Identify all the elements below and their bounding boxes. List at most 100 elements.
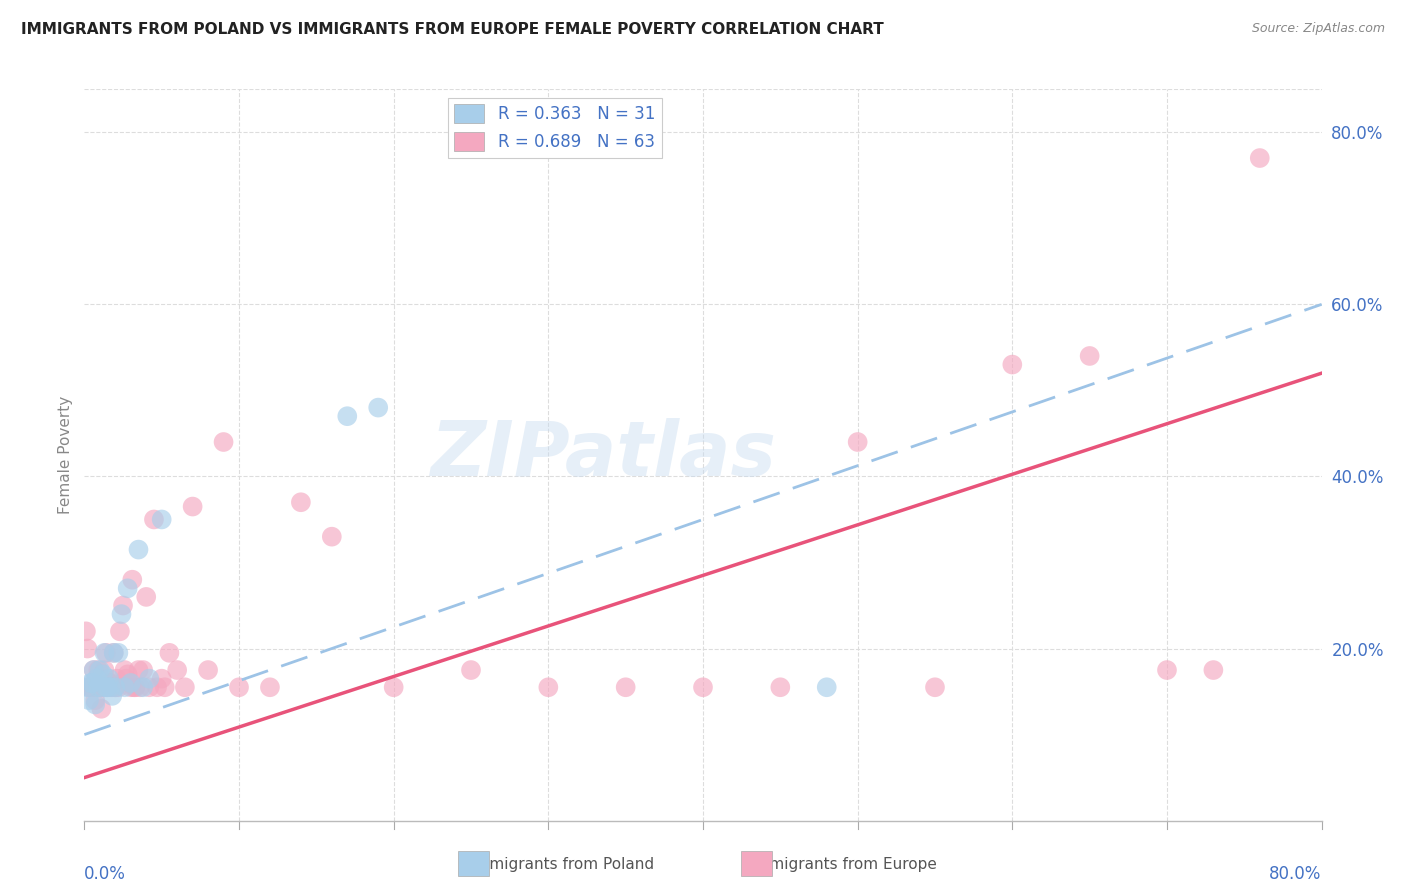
Point (460, 663, 482, 677)
Point (75, 624, 97, 639)
Text: ZIPatlas: ZIPatlas (432, 418, 778, 491)
Point (1001, 358, 1024, 372)
Point (166, 663, 188, 677)
Point (76, 680, 98, 694)
Point (150, 512, 173, 526)
Point (97, 680, 120, 694)
Point (138, 672, 160, 686)
Point (120, 680, 142, 694)
Point (128, 542, 150, 557)
Point (98, 676, 121, 690)
Point (290, 495, 312, 509)
Point (1078, 349, 1101, 363)
Point (82, 676, 104, 690)
Point (97, 680, 120, 694)
Point (91, 667, 114, 681)
Point (614, 680, 637, 694)
Point (129, 680, 152, 694)
Text: 0.0%: 0.0% (84, 864, 127, 882)
Point (181, 500, 204, 514)
Point (159, 646, 181, 660)
Point (692, 680, 714, 694)
Point (90, 702, 112, 716)
Point (228, 680, 250, 694)
Point (100, 676, 122, 690)
Point (153, 680, 176, 694)
Point (120, 676, 142, 690)
Point (94, 646, 117, 660)
Text: Immigrants from Europe: Immigrants from Europe (751, 857, 936, 872)
Point (110, 607, 132, 621)
Point (150, 672, 173, 686)
Point (100, 680, 122, 694)
Point (212, 435, 235, 450)
Point (87, 663, 110, 677)
Point (86, 680, 108, 694)
Point (83, 663, 105, 677)
Point (1202, 663, 1225, 677)
Point (846, 435, 869, 450)
Point (132, 663, 155, 677)
Point (114, 680, 136, 694)
Point (114, 663, 136, 677)
Point (197, 663, 219, 677)
Point (112, 599, 135, 613)
Point (336, 409, 359, 424)
Point (382, 680, 405, 694)
Point (108, 624, 131, 639)
Point (82, 680, 104, 694)
Point (124, 680, 146, 694)
Point (77, 680, 100, 694)
Point (86, 672, 108, 686)
Point (83, 663, 105, 677)
Point (138, 680, 160, 694)
Text: Immigrants from Poland: Immigrants from Poland (471, 857, 654, 872)
Point (84, 693, 107, 707)
Point (93, 663, 115, 677)
Point (90, 680, 112, 694)
Point (128, 663, 150, 677)
Point (769, 680, 792, 694)
Text: IMMIGRANTS FROM POLAND VS IMMIGRANTS FROM EUROPE FEMALE POVERTY CORRELATION CHAR: IMMIGRANTS FROM POLAND VS IMMIGRANTS FRO… (21, 22, 884, 37)
Point (117, 667, 139, 681)
Text: Source: ZipAtlas.com: Source: ZipAtlas.com (1251, 22, 1385, 36)
Point (101, 689, 124, 703)
Point (89, 680, 111, 694)
Point (537, 680, 560, 694)
Legend: R = 0.363   N = 31, R = 0.689   N = 63: R = 0.363 N = 31, R = 0.689 N = 63 (447, 97, 662, 158)
Point (87, 680, 110, 694)
Point (104, 680, 127, 694)
Point (143, 512, 166, 526)
Point (103, 646, 125, 660)
Point (79, 676, 101, 690)
Point (135, 590, 157, 604)
Point (77, 693, 100, 707)
Point (94, 680, 117, 694)
Point (117, 582, 139, 596)
Point (815, 680, 838, 694)
Point (104, 680, 127, 694)
Point (107, 680, 129, 694)
Text: 80.0%: 80.0% (1270, 864, 1322, 882)
Point (174, 680, 197, 694)
Point (98, 672, 121, 686)
Point (259, 680, 281, 694)
Point (1156, 663, 1178, 677)
Point (121, 573, 143, 587)
Point (89, 663, 111, 677)
Point (105, 672, 128, 686)
Point (93, 646, 115, 660)
Point (321, 530, 343, 544)
Point (367, 401, 389, 415)
Y-axis label: Female Poverty: Female Poverty (58, 396, 73, 514)
Point (103, 646, 125, 660)
Point (91, 680, 114, 694)
Point (115, 672, 138, 686)
Point (101, 680, 124, 694)
Point (76, 641, 98, 656)
Point (924, 680, 946, 694)
Point (79, 680, 101, 694)
Point (107, 646, 129, 660)
Point (84, 698, 107, 712)
Point (1249, 151, 1271, 165)
